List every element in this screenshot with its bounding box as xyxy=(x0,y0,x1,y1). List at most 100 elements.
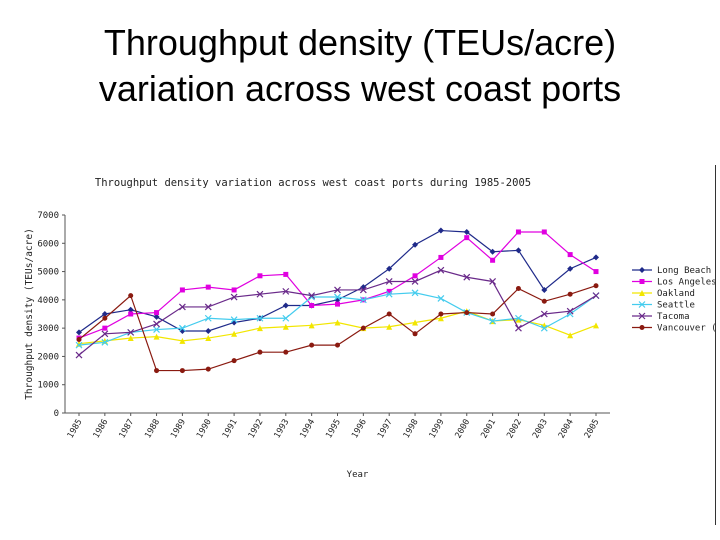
data-point xyxy=(127,306,134,313)
data-point xyxy=(489,248,496,255)
data-point xyxy=(75,341,83,349)
slide-title: Throughput density (TEUs/acre) variation… xyxy=(0,20,720,112)
data-point xyxy=(567,291,573,297)
data-point xyxy=(489,317,497,325)
legend-label: Tacoma xyxy=(657,312,690,322)
data-point xyxy=(515,324,522,332)
data-point xyxy=(567,252,573,258)
data-point xyxy=(154,310,160,316)
data-point xyxy=(438,254,444,260)
data-point xyxy=(639,290,645,296)
data-point xyxy=(386,323,393,330)
data-point xyxy=(282,323,289,330)
data-point xyxy=(566,307,574,315)
legend-entry: Tacoma xyxy=(632,312,690,322)
data-point xyxy=(154,368,160,374)
slide-title-line-2: variation across west coast ports xyxy=(98,68,622,109)
data-point xyxy=(102,315,108,321)
data-point xyxy=(230,293,238,301)
data-point xyxy=(489,278,497,285)
x-tick-label: 1992 xyxy=(247,418,266,441)
data-point xyxy=(463,273,471,281)
data-point xyxy=(128,293,134,299)
line-chart: Throughput density variation across west… xyxy=(24,177,715,480)
series-seattle xyxy=(75,289,600,349)
data-point xyxy=(205,327,212,334)
x-tick-label: 1990 xyxy=(195,418,214,441)
data-point xyxy=(128,311,134,317)
data-point xyxy=(566,310,574,318)
data-point xyxy=(282,314,290,322)
data-point xyxy=(178,303,186,311)
chart-frame: Throughput density variation across west… xyxy=(20,165,716,525)
x-tick-label: 2003 xyxy=(531,418,550,441)
series-layer xyxy=(75,227,600,374)
data-point xyxy=(386,288,392,294)
data-point xyxy=(490,311,496,317)
data-point xyxy=(515,247,522,254)
data-point xyxy=(76,336,82,342)
data-point xyxy=(385,290,393,298)
data-point xyxy=(515,229,521,235)
series-vancouver-bc xyxy=(76,283,599,374)
legend-entry: Los Angeles xyxy=(632,278,715,288)
data-point xyxy=(593,269,599,275)
data-point xyxy=(593,283,599,289)
data-point xyxy=(464,235,470,241)
data-point xyxy=(638,312,646,320)
y-axis-title: Throughput density (TEUs/acre) xyxy=(24,228,35,400)
data-point xyxy=(593,322,599,329)
data-point xyxy=(385,278,393,285)
y-tick-label: 3000 xyxy=(37,324,59,334)
data-point xyxy=(359,286,367,294)
data-point xyxy=(283,349,289,355)
data-point xyxy=(204,303,212,311)
data-point xyxy=(639,267,645,273)
data-point xyxy=(541,298,547,304)
legend-entry: Long Beach xyxy=(632,266,711,276)
data-point xyxy=(412,273,418,279)
data-point xyxy=(592,292,600,300)
data-point xyxy=(178,324,186,332)
legend-entry: Vancouver (BC) xyxy=(632,324,715,334)
data-point xyxy=(231,330,238,337)
data-point xyxy=(437,315,444,322)
data-point xyxy=(205,284,211,290)
data-point xyxy=(540,310,548,318)
x-tick-label: 1988 xyxy=(143,418,162,441)
data-point xyxy=(153,320,160,328)
x-tick-label: 1996 xyxy=(350,418,369,441)
data-point xyxy=(638,301,646,308)
x-tick-label: 2000 xyxy=(453,418,472,441)
data-point xyxy=(179,287,185,293)
legend-label: Seattle xyxy=(657,301,695,311)
x-tick-label: 2002 xyxy=(505,418,524,441)
data-point xyxy=(515,316,522,323)
data-point xyxy=(464,310,470,316)
data-point xyxy=(386,265,393,272)
data-point xyxy=(412,241,419,248)
series-tacoma xyxy=(75,266,600,359)
legend-entry: Seattle xyxy=(632,301,695,311)
data-point xyxy=(283,271,289,277)
x-tick-label: 1999 xyxy=(428,418,447,441)
x-tick-label: 1993 xyxy=(272,418,291,441)
data-point xyxy=(412,319,419,326)
data-point xyxy=(102,325,108,331)
data-point xyxy=(335,342,340,348)
data-point xyxy=(567,265,574,272)
data-point xyxy=(515,286,521,292)
data-point xyxy=(282,302,289,309)
y-tick-label: 7000 xyxy=(37,211,59,221)
slide-title-line-1: Throughput density (TEUs/acre) xyxy=(103,22,617,63)
data-point xyxy=(153,313,160,320)
chart-title: Throughput density variation across west… xyxy=(95,177,531,189)
data-point xyxy=(639,325,645,330)
data-point xyxy=(334,293,341,301)
x-tick-label: 2001 xyxy=(479,418,498,441)
data-point xyxy=(437,295,445,302)
data-point xyxy=(567,332,574,339)
data-point xyxy=(360,325,366,331)
data-point xyxy=(153,333,160,340)
